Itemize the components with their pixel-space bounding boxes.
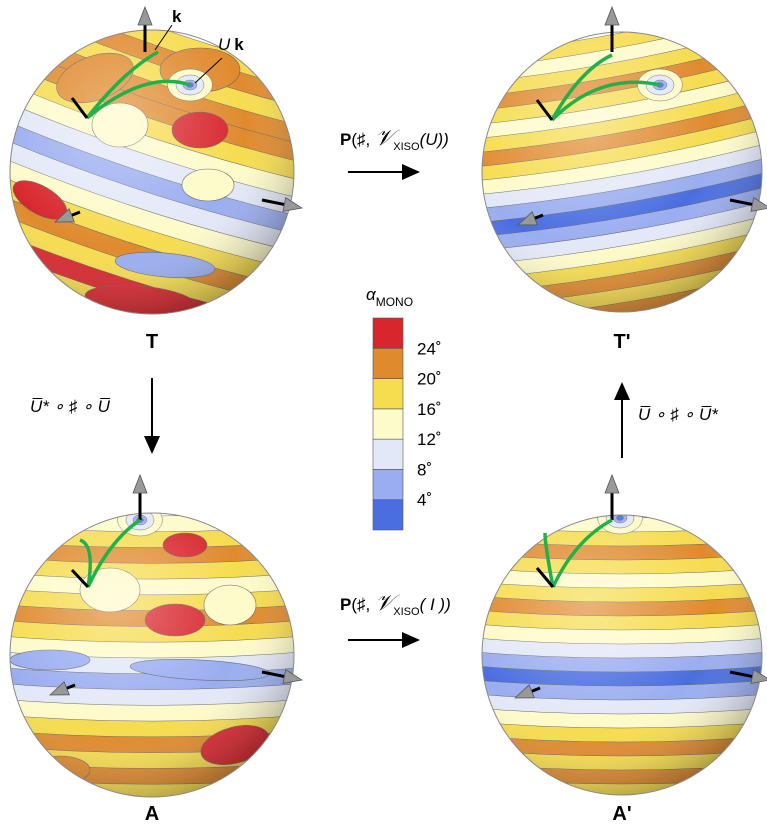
colorbar-tick-label: 24˚ [417, 339, 442, 358]
panel-label: A' [612, 803, 631, 825]
colorbar-band [373, 348, 403, 378]
sphere [0, 504, 314, 808]
sphere [439, 2, 767, 348]
sphere [462, 502, 767, 806]
arrow-label: P(♯, 𝒱XISO( I )) [340, 590, 451, 618]
arrow-label: P(♯, 𝒱XISO(U)) [340, 125, 449, 153]
colorbar-tick-label: 12˚ [417, 430, 442, 449]
t: (U)) [420, 130, 449, 149]
colorbar-title: αMONO [366, 285, 413, 309]
arrow-label: U̅* ∘ ♯ ∘ U̅ [30, 397, 111, 416]
vector-label: k [172, 7, 182, 26]
t: MONO [376, 295, 413, 309]
axis-cone [605, 475, 619, 493]
colorbar-tick-label: 4˚ [417, 491, 432, 510]
vector-label-u: U [218, 35, 231, 54]
axis-cone [133, 475, 147, 493]
colorbar-band [373, 500, 403, 530]
p: P [340, 130, 351, 149]
panel-label: A [145, 803, 159, 825]
vector-label-k: k [234, 35, 244, 54]
colorbar-band [373, 409, 403, 439]
axis-cone [605, 7, 619, 25]
colorbar: 4˚ 8˚ 12˚ 16˚ 20˚ 24˚ [373, 318, 442, 530]
colorbar-tick-label: 16˚ [417, 400, 442, 419]
panel-label: T' [614, 331, 631, 353]
shading [482, 32, 762, 312]
arrow-label: U̅ ∘ ♯ ∘ U̅* [638, 405, 719, 424]
colorbar-band [373, 379, 403, 409]
t: ( I )) [420, 595, 451, 614]
figure: T T' A A' k Uk P(♯, 𝒱XISO(U)) P(♯, 𝒱XISO… [0, 0, 767, 826]
shading [10, 513, 294, 797]
colorbar-band [373, 439, 403, 469]
shading [482, 515, 762, 795]
t: XISO [393, 606, 420, 618]
t: (♯, [351, 130, 375, 149]
colorbar-band [373, 469, 403, 499]
colorbar-band [373, 318, 403, 348]
p: P [340, 595, 351, 614]
t: XISO [393, 141, 420, 153]
panel-label: T [146, 331, 158, 353]
colorbar-tick-label: 20˚ [417, 370, 442, 389]
axis-cone [283, 198, 302, 212]
t: (♯, [351, 595, 375, 614]
shading [10, 30, 294, 314]
colorbar-tick-label: 8˚ [417, 460, 432, 479]
axis-cone [138, 7, 152, 25]
